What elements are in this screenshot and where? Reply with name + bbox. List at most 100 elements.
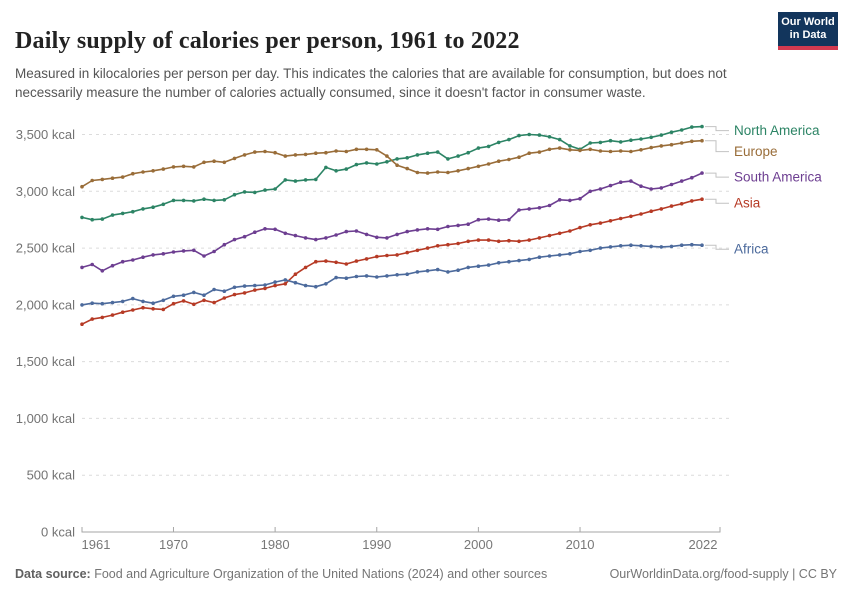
data-point [527, 132, 531, 137]
data-point [385, 253, 389, 258]
data-point [354, 162, 359, 167]
data-point [161, 202, 166, 207]
data-point [496, 239, 501, 244]
series-label-africa[interactable]: Africa [734, 242, 769, 257]
data-point [405, 166, 410, 171]
data-point [557, 137, 562, 142]
data-point [80, 265, 84, 270]
data-point [700, 124, 704, 129]
credit-link[interactable]: OurWorldinData.org/food-supply | CC BY [609, 567, 837, 581]
data-point [202, 293, 206, 298]
data-point [181, 164, 186, 169]
data-point [415, 270, 420, 274]
data-point [395, 253, 399, 257]
data-point [639, 184, 643, 188]
data-point [415, 153, 420, 157]
series-label-north-america[interactable]: North America [734, 123, 820, 138]
data-point [517, 155, 521, 159]
series-europe[interactable] [80, 138, 704, 189]
series-africa[interactable] [80, 242, 704, 307]
data-point [232, 192, 237, 197]
data-point [557, 198, 562, 202]
chart-title: Daily supply of calories per person, 196… [15, 28, 520, 55]
data-point [90, 178, 94, 183]
data-point [578, 148, 582, 153]
data-point [222, 160, 227, 165]
data-point [608, 245, 613, 249]
data-point [253, 288, 257, 292]
line-asia[interactable] [81, 198, 703, 326]
owid-logo-red-bar [778, 46, 838, 50]
data-point [415, 170, 420, 175]
data-point [314, 177, 318, 182]
data-point [283, 154, 288, 158]
data-point [486, 162, 491, 166]
data-point [456, 169, 460, 173]
data-point [90, 317, 94, 321]
data-point [263, 149, 267, 154]
data-point [618, 216, 623, 221]
data-point [90, 217, 94, 222]
data-point [212, 249, 216, 254]
data-point [466, 166, 471, 171]
data-point [568, 229, 572, 233]
series-asia[interactable] [80, 197, 704, 327]
data-point [253, 150, 257, 154]
data-point [273, 283, 277, 288]
data-point [700, 171, 704, 175]
data-point [415, 228, 420, 232]
data-point [181, 293, 186, 298]
x-axis-tick-label: 1961 [82, 537, 111, 552]
data-point [100, 301, 105, 306]
data-point [547, 233, 552, 238]
data-point [344, 276, 349, 281]
x-axis-tick-label: 2022 [689, 537, 718, 552]
data-point [659, 133, 664, 137]
data-point [669, 130, 674, 134]
y-axis-tick-label: 1,500 kcal [16, 354, 75, 369]
data-point [242, 284, 247, 288]
data-point [537, 133, 542, 137]
chart-footer: Data source: Food and Agriculture Organi… [15, 567, 837, 581]
x-axis-tick-label: 1990 [362, 537, 391, 552]
data-point [385, 236, 389, 240]
data-point [344, 262, 349, 266]
data-point [629, 243, 633, 247]
data-point [435, 267, 440, 272]
series-north-america[interactable] [80, 124, 704, 222]
data-point [659, 186, 664, 190]
data-point [354, 274, 359, 279]
series-south-america[interactable] [80, 171, 704, 273]
data-point [405, 156, 410, 160]
data-point [639, 212, 643, 216]
data-point [151, 169, 155, 173]
data-point [456, 154, 460, 158]
data-point [293, 233, 298, 238]
data-point [496, 159, 501, 163]
series-label-south-america[interactable]: South America [734, 170, 822, 185]
data-point [425, 151, 430, 155]
data-point [618, 149, 623, 153]
data-point [253, 230, 257, 234]
data-point [486, 217, 491, 221]
data-point [456, 223, 460, 228]
data-point [435, 227, 440, 232]
data-point [293, 179, 298, 183]
x-axis-line [81, 527, 721, 533]
series-label-asia[interactable]: Asia [734, 196, 761, 211]
data-point [100, 217, 105, 221]
y-axis-tick-label: 1,000 kcal [16, 411, 75, 426]
data-point [486, 144, 491, 149]
line-europe[interactable] [81, 139, 703, 188]
series-label-europe[interactable]: Europe [734, 144, 778, 159]
chart-subtitle: Measured in kilocalories per person per … [15, 65, 727, 100]
data-point [314, 284, 318, 289]
data-point [100, 315, 105, 320]
data-point [476, 217, 481, 222]
data-point [232, 285, 237, 290]
data-point [496, 140, 501, 145]
data-point [456, 241, 460, 246]
owid-logo[interactable]: Our World in Data [778, 12, 838, 50]
